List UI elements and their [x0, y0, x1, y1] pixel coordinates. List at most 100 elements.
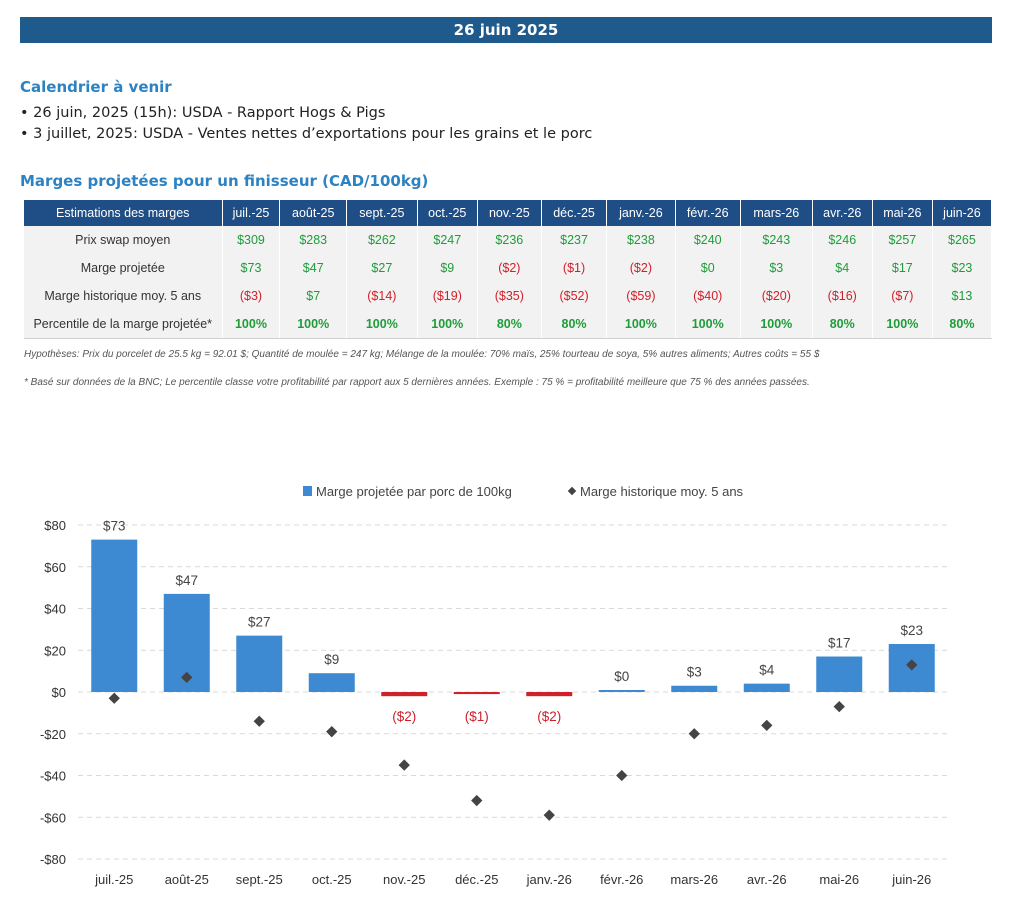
- bar-data-label: $4: [759, 663, 775, 678]
- table-cell: ($19): [417, 282, 478, 310]
- bar: [816, 656, 863, 692]
- bar: [91, 539, 138, 692]
- x-tick-label: mars-26: [670, 872, 718, 887]
- bar-data-label: $27: [248, 615, 271, 630]
- x-tick-label: oct.-25: [312, 872, 352, 887]
- table-cell: $4: [812, 254, 873, 282]
- header-month: nov.-25: [477, 200, 542, 226]
- y-tick-label: $40: [44, 602, 66, 617]
- historic-marker: [543, 809, 555, 821]
- row-label: Prix swap moyen: [24, 226, 223, 254]
- table-cell: $283: [279, 226, 347, 254]
- bar-data-label: $73: [103, 519, 126, 534]
- table-cell: ($20): [740, 282, 813, 310]
- historic-marker: [688, 728, 700, 740]
- y-tick-label: $80: [44, 518, 66, 533]
- y-tick-label: $20: [44, 643, 66, 658]
- margins-table: Estimations des marges juil.-25 août-25 se…: [24, 200, 993, 339]
- table-cell: ($59): [606, 282, 676, 310]
- table-cell: 100%: [872, 310, 933, 339]
- table-row: Percentile de la marge projetée* 100% 100%…: [24, 310, 993, 339]
- table-cell: 100%: [222, 310, 281, 339]
- table-cell: 80%: [541, 310, 608, 339]
- header-month: oct.-25: [417, 200, 478, 226]
- table-cell: $27: [346, 254, 418, 282]
- bar-data-label: $9: [324, 652, 339, 667]
- table-cell: $309: [222, 226, 281, 254]
- table-cell: $13: [932, 282, 993, 310]
- x-tick-label: janv.-26: [526, 872, 572, 887]
- table-cell: ($40): [675, 282, 741, 310]
- y-tick-label: $0: [52, 685, 66, 700]
- table-cell: $240: [675, 226, 741, 254]
- table-cell: $236: [477, 226, 542, 254]
- historic-marker: [326, 726, 338, 738]
- bar: [381, 692, 428, 697]
- table-cell: 80%: [812, 310, 873, 339]
- bar-data-label: $0: [614, 669, 629, 684]
- table-cell: ($2): [477, 254, 542, 282]
- y-tick-label: -$80: [40, 852, 66, 867]
- table-cell: $9: [417, 254, 478, 282]
- bar-data-label: ($1): [465, 709, 489, 724]
- bar: [308, 673, 355, 692]
- header-label: Estimations des marges: [24, 200, 223, 226]
- bar: [526, 692, 573, 697]
- bar-data-label: $17: [828, 636, 851, 651]
- table-cell: ($1): [541, 254, 608, 282]
- table-cell: ($52): [541, 282, 608, 310]
- table-cell: 80%: [932, 310, 993, 339]
- bar-data-label: ($2): [392, 709, 416, 724]
- table-cell: $0: [675, 254, 741, 282]
- percentile-note: * Basé sur données de la BNC; Le percent…: [24, 377, 810, 388]
- y-tick-label: $60: [44, 560, 66, 575]
- table-cell: 100%: [346, 310, 418, 339]
- historic-marker: [398, 759, 410, 771]
- table-cell: 100%: [279, 310, 347, 339]
- table-row: Marge projetée $73 $47 $27 $9 ($2) ($1) ($2) $0 $…: [24, 254, 993, 282]
- header-month: mai-26: [872, 200, 933, 226]
- table-cell: ($35): [477, 282, 542, 310]
- calendar-title: Calendrier à venir: [20, 78, 172, 96]
- margins-title: Marges projetées pour un finisseur (CAD/…: [20, 172, 429, 190]
- calendar-item: • 3 juillet, 2025: USDA - Ventes nettes …: [20, 126, 593, 142]
- table-cell: $247: [417, 226, 478, 254]
- table-cell: $237: [541, 226, 608, 254]
- table-cell: ($2): [606, 254, 676, 282]
- bar-data-label: $3: [687, 665, 702, 680]
- table-cell: $238: [606, 226, 676, 254]
- y-tick-label: -$60: [40, 810, 66, 825]
- header-month: juil.-25: [222, 200, 281, 226]
- header-month: sept.-25: [346, 200, 418, 226]
- date-banner: 26 juin 2025: [20, 17, 992, 43]
- historic-marker: [616, 769, 628, 782]
- table-cell: $246: [812, 226, 873, 254]
- historic-marker: [471, 794, 483, 807]
- bar: [453, 692, 500, 695]
- table-cell: $23: [932, 254, 993, 282]
- table-cell: $265: [932, 226, 993, 254]
- calendar-item: • 26 juin, 2025 (15h): USDA - Rapport Ho…: [20, 105, 386, 121]
- table-cell: 100%: [675, 310, 741, 339]
- historic-marker: [253, 715, 265, 727]
- y-tick-label: -$40: [40, 769, 66, 784]
- table-cell: 100%: [417, 310, 478, 339]
- header-month: févr.-26: [675, 200, 741, 226]
- x-tick-label: nov.-25: [383, 872, 425, 887]
- legend-bar-label: Marge projetée par porc de 100kg: [316, 484, 512, 499]
- table-cell: 100%: [740, 310, 813, 339]
- header-month: juin-26: [932, 200, 993, 226]
- row-label: Marge projetée: [24, 254, 223, 282]
- table-header-row: Estimations des marges juil.-25 août-25 se…: [24, 200, 993, 226]
- table-cell: $243: [740, 226, 813, 254]
- bar: [598, 690, 645, 692]
- x-tick-label: juil.-25: [94, 872, 133, 887]
- bar: [743, 683, 790, 692]
- bar: [671, 685, 718, 692]
- x-tick-label: août-25: [165, 872, 209, 887]
- table-cell: ($3): [222, 282, 281, 310]
- row-label: Marge historique moy. 5 ans: [24, 282, 223, 310]
- table-cell: $47: [279, 254, 347, 282]
- table-cell: $3: [740, 254, 813, 282]
- y-tick-label: -$20: [40, 727, 66, 742]
